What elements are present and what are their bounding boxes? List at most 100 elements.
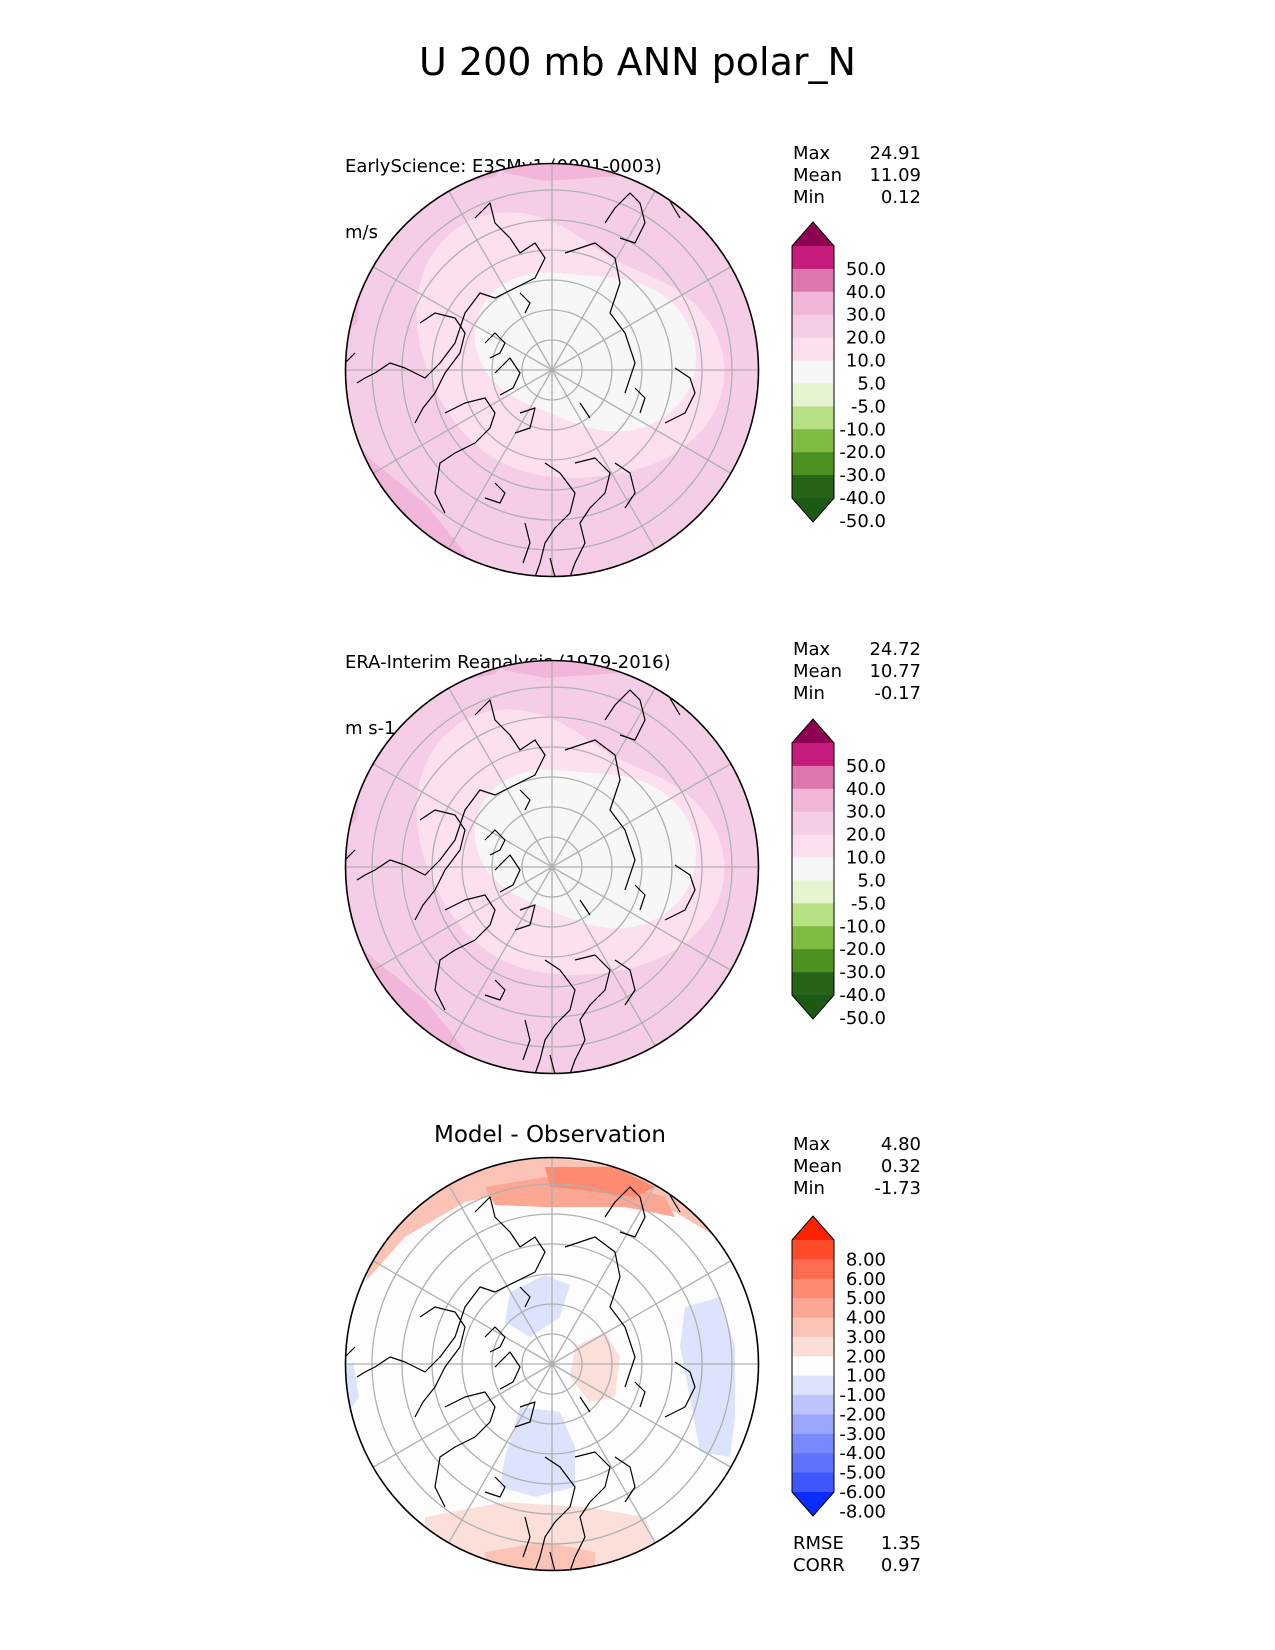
min-value: -0.17 [874,683,921,704]
colorbar-2-swatch [792,1317,834,1338]
coastline [494,1351,521,1390]
coastline [569,457,611,577]
colorbar-2-swatch [792,1433,834,1454]
colorbar-1-tick-label: 30.0 [846,802,886,823]
colorbar-2-extend-top [792,1216,834,1240]
colorbar-0-tick-label: 5.0 [857,373,886,394]
mean-value: 11.09 [869,165,921,186]
longitude-gridline [551,1363,657,1544]
max-label: Max [793,639,831,660]
coastline [634,1381,646,1408]
coastline [564,1236,636,1388]
diff-panel-title: Model - Observation [433,1122,667,1148]
colorbar-2-swatch [792,1395,834,1415]
coastline [569,1451,611,1571]
colorbar-2-tick-label: 8.00 [846,1249,886,1270]
colorbar-0-swatch [792,291,834,316]
colorbar-1-tick-label: -10.0 [839,916,886,937]
colorbar-2-tick-label: -2.00 [839,1404,886,1425]
colorbar-0-swatch [792,360,834,384]
coastline [534,1456,576,1571]
colorbar-1-swatch [792,743,834,767]
longitude-gridline [551,866,732,972]
coastline [356,699,546,881]
coastline [522,522,531,564]
colorbar-0-swatch [792,452,834,476]
min-label: Min [793,187,825,208]
colorbar-0-swatch [792,268,834,293]
colorbar-1-extend-top [792,719,834,743]
colorbar-0-tick-label: -5.0 [851,396,886,417]
colorbar-0-tick-label: 20.0 [846,328,886,349]
coastline [664,367,696,424]
map-boundary [344,659,760,1075]
diff-colorbar: 8.006.005.004.003.002.001.00-1.00-2.00-3… [791,1215,886,1522]
coastline [494,854,521,893]
longitude-gridline [447,369,553,550]
max-value: 4.80 [880,1134,921,1155]
colorbar-2-tick-label: -1.00 [839,1385,886,1406]
colorbar-0-tick-label: 10.0 [846,351,886,372]
colorbar-1-swatch [792,926,834,950]
mean-label: Mean [793,165,843,186]
coastline [569,954,611,1074]
coastline [514,904,536,931]
colorbar-2-tick-label: -3.00 [839,1424,886,1445]
longitude-gridline [551,1259,732,1365]
longitude-gridline [372,369,553,475]
coastline [579,402,591,419]
colorbar-0-swatch [792,429,834,453]
colorbar-2-tick-label: 6.00 [846,1269,886,1290]
coastline [534,462,576,577]
colorbar-2-tick-label: -6.00 [839,1482,886,1503]
longitude-gridline [551,762,732,868]
diff-contour-minus1-minus2 [680,1297,735,1457]
colorbar-0-swatch [792,314,834,339]
test-colorbar: 50.040.030.020.010.05.0-5.0-10.0-20.0-30… [791,221,886,532]
coastline [664,1361,696,1418]
colorbar-1-swatch [792,857,834,881]
min-label: Min [793,1178,825,1199]
diff-polar-map [344,1156,760,1572]
coastline [434,894,496,1011]
colorbar-1-tick-label: 40.0 [846,779,886,800]
colorbar-2-tick-label: -4.00 [839,1443,886,1464]
coastline [519,789,531,811]
coastline [549,1551,556,1571]
colorbar-0-tick-label: 50.0 [846,259,886,280]
longitude-gridline [551,866,657,1047]
longitude-gridline [551,190,657,371]
coastline [604,192,646,244]
coastline [356,1196,546,1378]
coastline [484,829,506,856]
colorbar-2-swatch [792,1259,834,1280]
colorbar-0-tick-label: -10.0 [839,419,886,440]
colorbar-1-tick-label: 5.0 [857,870,886,891]
colorbar-2-outline [791,1215,835,1517]
coastline [534,959,576,1074]
min-value: -1.73 [874,1178,921,1199]
coastline [634,884,646,911]
coastline [549,557,556,577]
diff-metrics: RMSE 1.35 CORR 0.97 [793,1533,921,1577]
colorbar-1-tick-label: 50.0 [846,756,886,777]
coastline [414,312,466,424]
colorbar-2-swatch [792,1356,834,1377]
longitude-gridline [551,369,657,550]
coastline [364,482,386,524]
longitude-gridline [551,265,732,371]
longitude-gridline [551,1363,732,1469]
ref-polar-map [344,659,760,1075]
colorbar-0-tick-label: 30.0 [846,305,886,326]
colorbar-0-tick-label: 40.0 [846,282,886,303]
colorbar-0-swatch [792,383,834,407]
longitude-gridline [551,1184,657,1365]
coastline [356,202,546,384]
longitude-gridline [551,369,732,475]
coastline [484,1476,506,1498]
colorbar-2-tick-label: 5.00 [846,1288,886,1309]
longitude-gridline [372,866,553,972]
coastline [614,462,636,509]
coastline [494,357,521,396]
colorbar-2-swatch [792,1336,834,1357]
